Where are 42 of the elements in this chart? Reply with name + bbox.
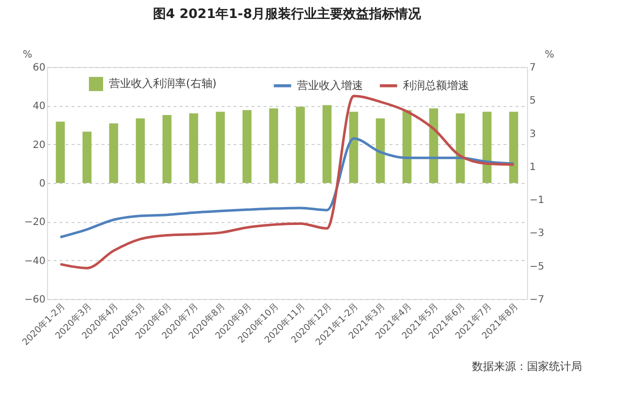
bar (216, 112, 225, 183)
bar (56, 122, 65, 183)
y2-tick-label: −3 (530, 228, 544, 240)
bar (322, 105, 332, 183)
y-tick-label: 60 (32, 62, 46, 74)
bar (296, 106, 305, 183)
y2-tick-label: −7 (530, 294, 544, 306)
bar (109, 123, 118, 183)
y-tick-label: 40 (32, 101, 46, 112)
y-axis-title: % (22, 50, 32, 60)
bar (456, 113, 465, 183)
bar (269, 108, 278, 183)
y2-axis-title: % (544, 50, 554, 60)
y2-tick-label: 1 (530, 162, 536, 173)
chart-title: 图4 2021年1-8月服装行业主要效益指标情况 (152, 6, 422, 22)
source-note: 数据来源：国家统计局 (472, 360, 582, 373)
y2-tick-label: 7 (530, 62, 536, 74)
y2-tick-label: −5 (530, 261, 544, 272)
bar (242, 110, 252, 183)
bar (82, 132, 92, 183)
bar (482, 112, 492, 183)
y-tick-label: −40 (24, 256, 46, 267)
bar (509, 112, 518, 183)
y-tick-label: 0 (39, 178, 46, 190)
bar (162, 115, 172, 183)
bar (349, 112, 358, 183)
y-tick-label: −60 (24, 294, 46, 306)
y2-tick-label: −1 (530, 195, 544, 206)
legend-label: 营业收入利润率(右轴) (109, 77, 217, 90)
y-tick-label: −20 (24, 217, 46, 228)
y2-tick-label: 5 (530, 96, 536, 107)
y-tick-label: 20 (32, 140, 46, 151)
bar (189, 113, 198, 183)
bar (429, 108, 438, 183)
line-series (59, 94, 515, 270)
legend-label: 利润总额增速 (403, 78, 469, 92)
bar (376, 118, 385, 183)
bar (402, 110, 412, 183)
bar (136, 118, 145, 183)
legend-label: 营业收入增速 (297, 78, 363, 92)
line-series (59, 137, 515, 238)
y2-tick-label: 3 (530, 128, 536, 140)
